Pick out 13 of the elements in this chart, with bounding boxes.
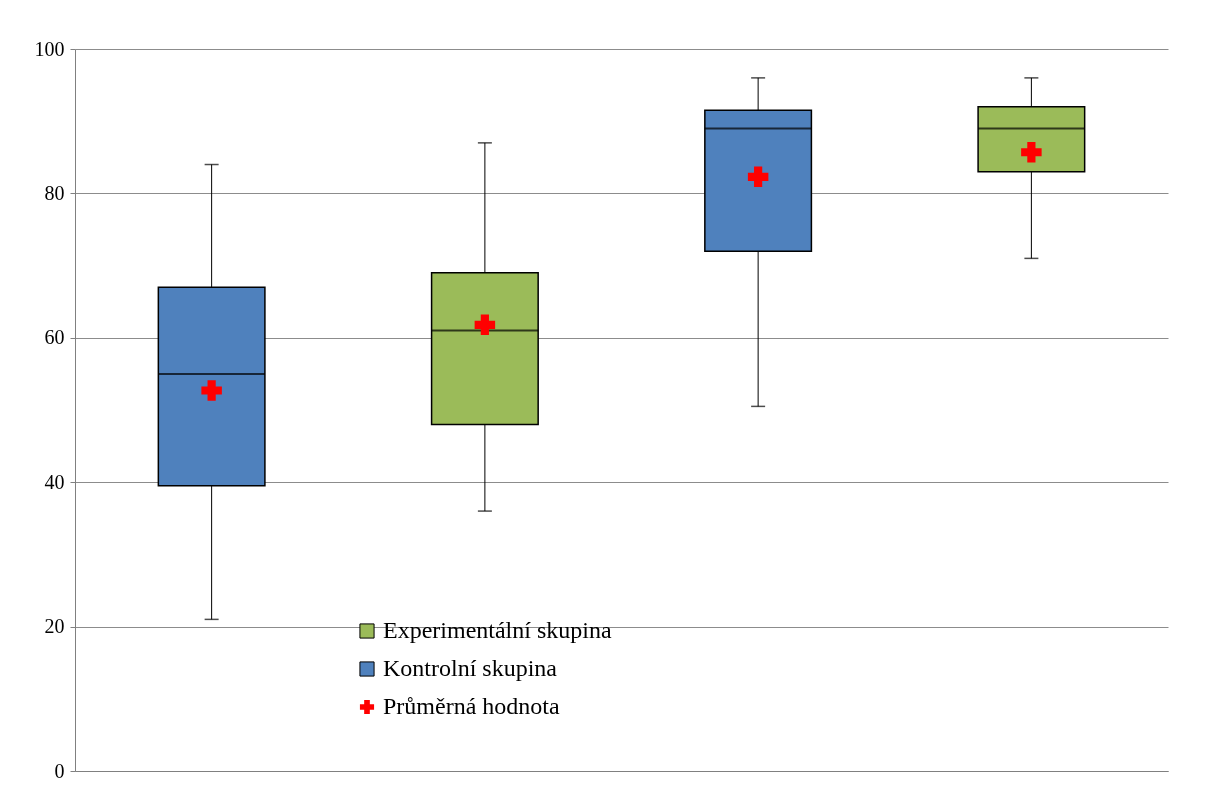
y-tick-label: 40: [44, 470, 65, 493]
y-tick-label: 20: [44, 615, 65, 638]
point: [474, 314, 496, 336]
legend-label: Průměrná hodnota: [383, 693, 560, 719]
y-tick-label: 0: [54, 759, 65, 782]
y-tick-label: 100: [34, 37, 65, 60]
y-tick-label: 60: [44, 326, 65, 349]
y-tick-label: 80: [44, 181, 65, 204]
legend-label: Experimentální skupina: [383, 617, 612, 643]
point: [201, 380, 222, 401]
point: [1021, 142, 1042, 163]
legend-label: Kontrolní skupina: [383, 655, 558, 681]
point: [747, 166, 769, 188]
